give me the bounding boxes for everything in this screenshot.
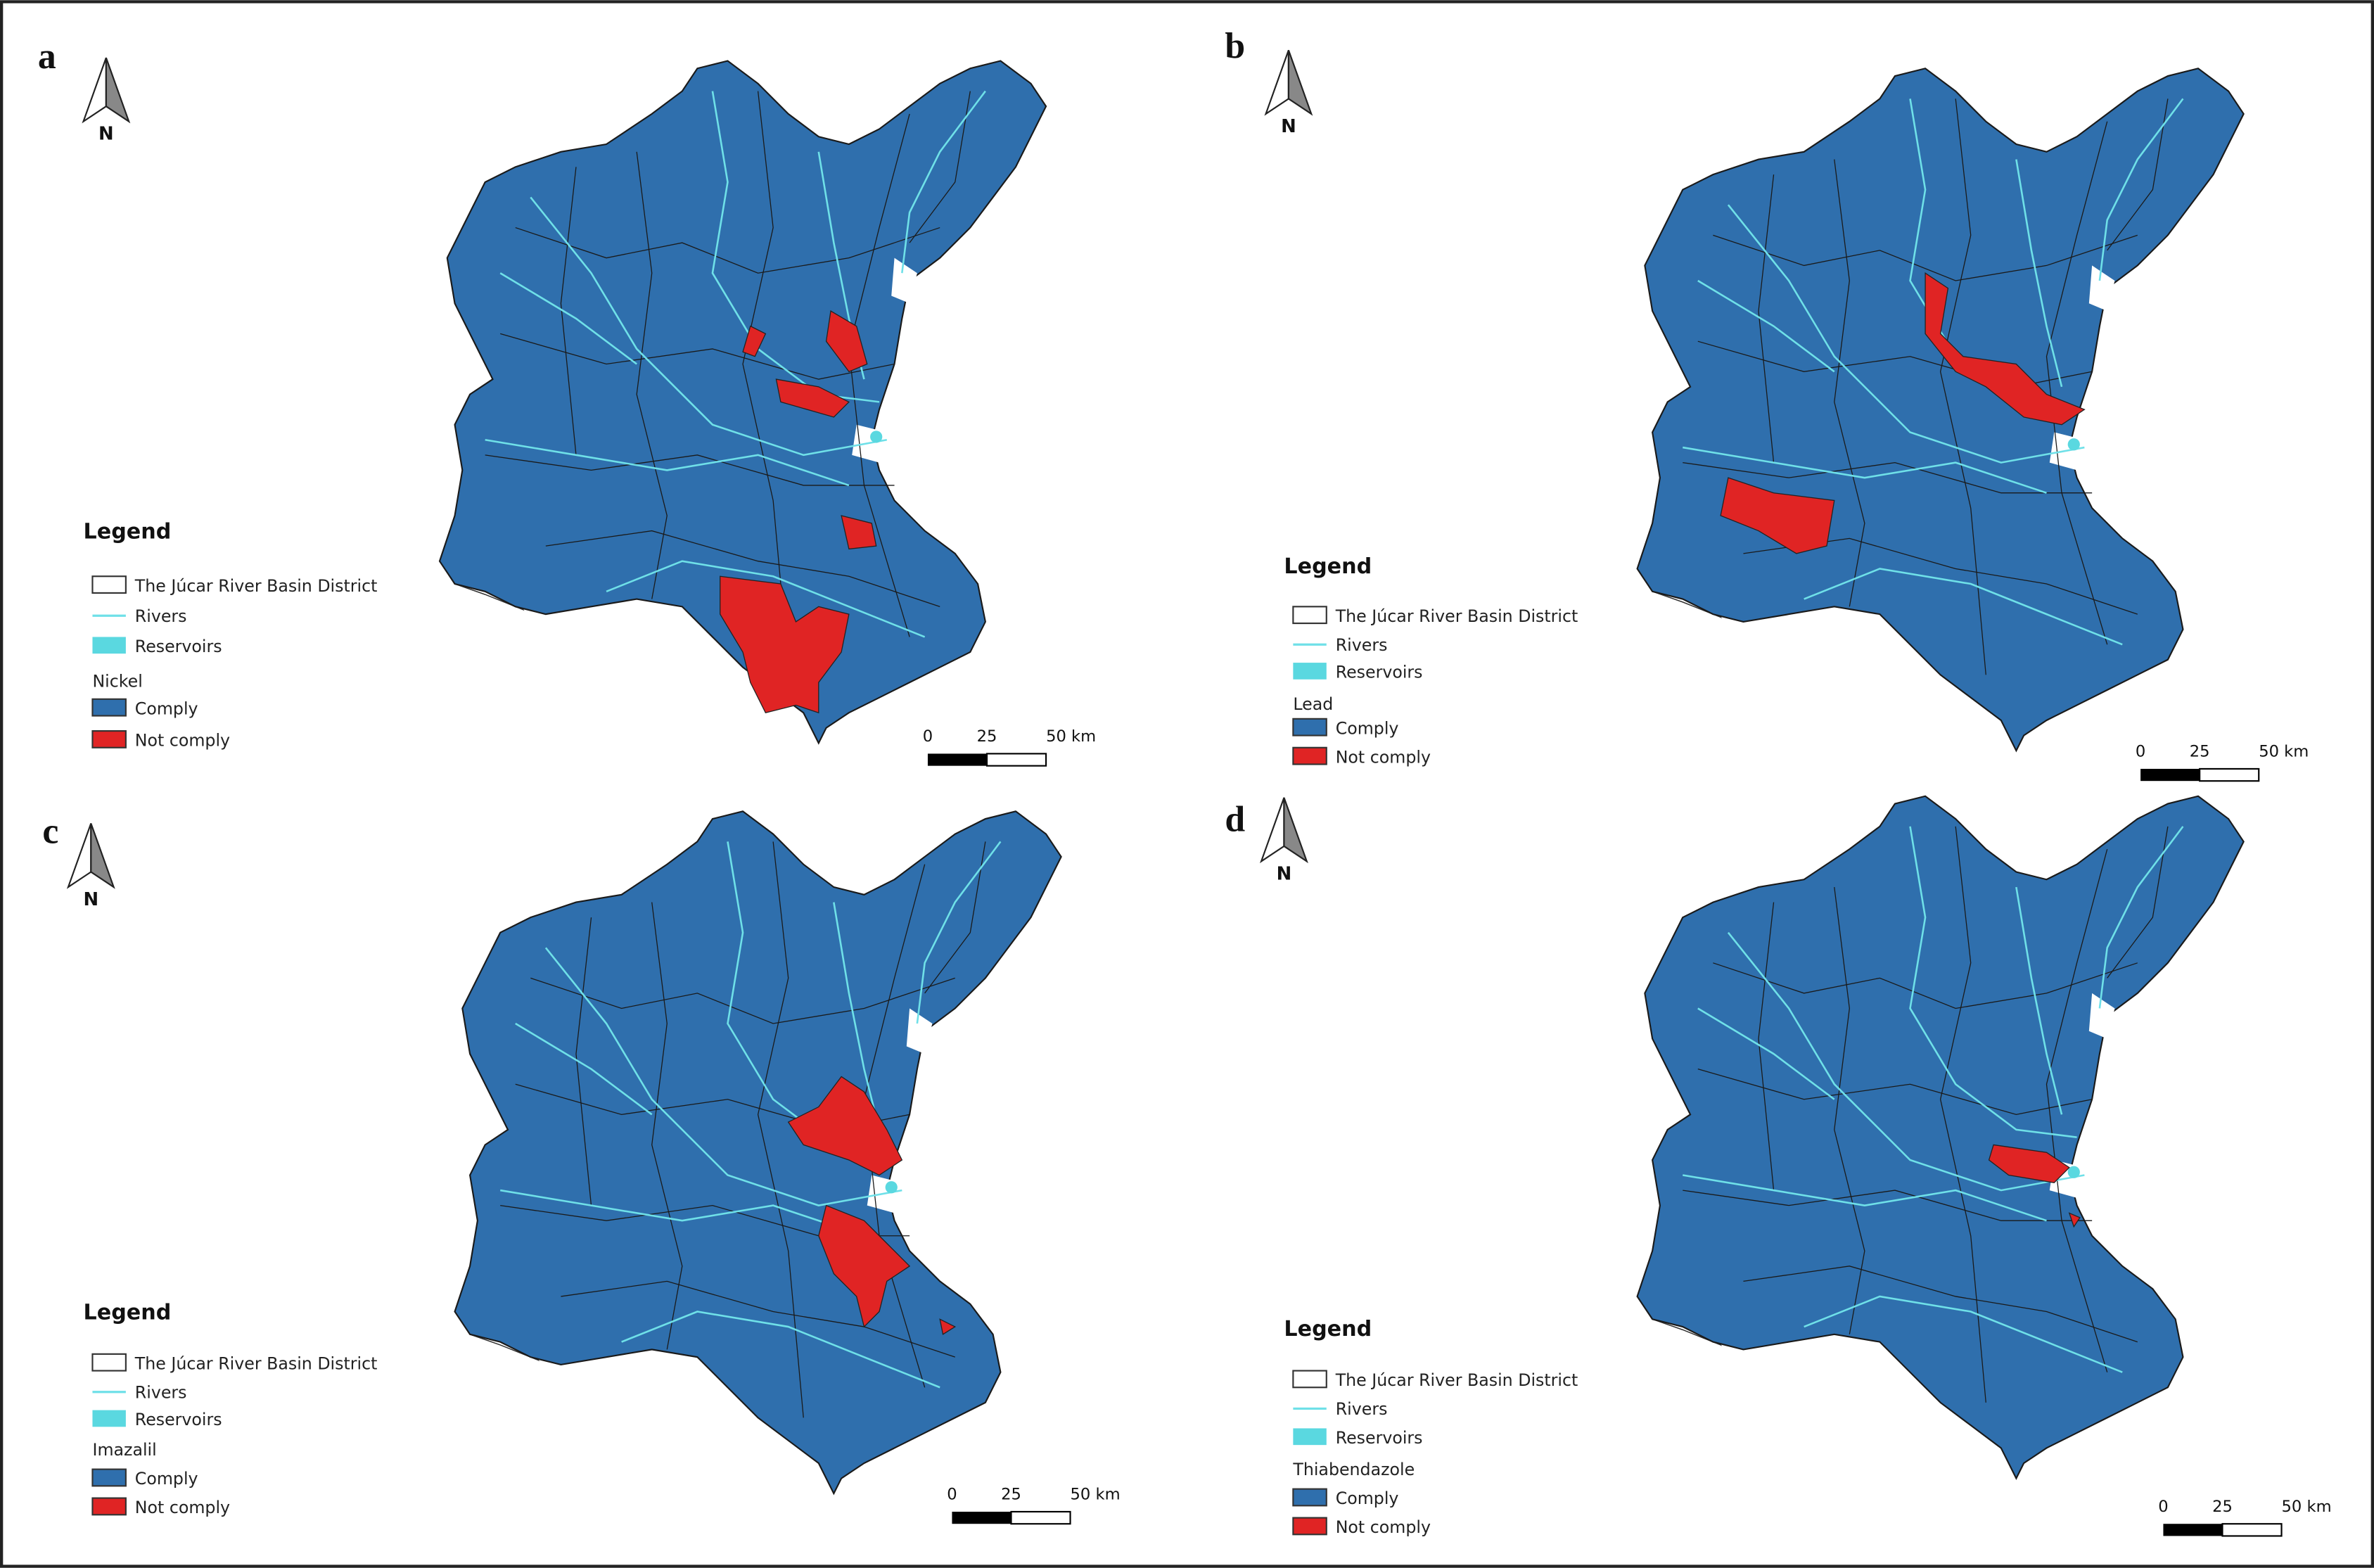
scale-bar bbox=[2199, 767, 2260, 782]
legend-label: Rivers bbox=[135, 606, 187, 626]
panel-label: d bbox=[1225, 799, 1245, 839]
legend-swatch bbox=[91, 1468, 127, 1487]
panel: a N Legend The Júcar River Basin District Ri… bbox=[38, 37, 1096, 767]
legend-title: Legend bbox=[1284, 1317, 1372, 1341]
scale-label: 25 bbox=[2190, 743, 2210, 761]
legend-label: Comply bbox=[1336, 1489, 1399, 1508]
scale-bar bbox=[1010, 1510, 1071, 1525]
legend-label: Reservoirs bbox=[1336, 663, 1423, 682]
north-arrow-shade bbox=[1287, 50, 1313, 116]
legend-label: Not comply bbox=[1336, 747, 1431, 767]
panel: d N Legend The Júcar River Basin District Ri… bbox=[1225, 797, 2332, 1537]
legend-label: Rivers bbox=[1336, 635, 1388, 655]
legend-label: Rivers bbox=[1336, 1399, 1388, 1419]
legend-swatch bbox=[92, 1410, 126, 1427]
legend-label: Not comply bbox=[1336, 1517, 1431, 1537]
scale-bar bbox=[985, 753, 1047, 767]
legend-swatch bbox=[91, 1497, 127, 1516]
north-arrow-shade bbox=[105, 57, 131, 124]
scale-bar bbox=[952, 1511, 1011, 1524]
legend-swatch bbox=[1292, 1370, 1327, 1389]
legend-swatch bbox=[1292, 1488, 1327, 1507]
scale-label: 25 bbox=[977, 727, 997, 746]
legend-label: Not comply bbox=[135, 1498, 230, 1517]
legend-swatch bbox=[1293, 1428, 1327, 1446]
legend-label: Not comply bbox=[135, 731, 230, 751]
legend-swatch bbox=[91, 698, 127, 717]
maps bbox=[440, 60, 2244, 1493]
panel-label: c bbox=[42, 812, 58, 852]
scale-label: 50 km bbox=[2259, 743, 2309, 761]
legend-swatch bbox=[91, 729, 127, 748]
legend-label: Rivers bbox=[135, 1382, 187, 1402]
scale-label: 50 km bbox=[1046, 727, 1096, 746]
legend-swatch bbox=[91, 575, 127, 594]
map-d bbox=[1638, 796, 2244, 1479]
legend-swatch bbox=[1292, 1517, 1327, 1536]
scale-bar bbox=[927, 753, 988, 766]
legend-label: The Júcar River Basin District bbox=[1335, 1370, 1578, 1390]
legend-title: Legend bbox=[1284, 554, 1372, 579]
legend-label: The Júcar River Basin District bbox=[1335, 606, 1578, 626]
legend-label: Reservoirs bbox=[135, 637, 222, 656]
legend-title: Legend bbox=[84, 1300, 172, 1325]
north-label: N bbox=[1277, 863, 1292, 884]
scale-label: 25 bbox=[2212, 1498, 2233, 1516]
north-arrow-shade bbox=[1283, 797, 1308, 864]
panel: c N Legend The Júcar River Basin District Ri… bbox=[42, 812, 1121, 1525]
scale-label: 0 bbox=[947, 1486, 957, 1504]
north-label: N bbox=[98, 124, 114, 145]
scale-label: 0 bbox=[2158, 1498, 2168, 1516]
scale-bar bbox=[2140, 768, 2200, 782]
scale-label: 50 km bbox=[1071, 1486, 1121, 1504]
scale-label: 0 bbox=[923, 727, 933, 746]
legend-label: Reservoirs bbox=[135, 1410, 222, 1429]
legend-parameter: Lead bbox=[1293, 694, 1333, 714]
legend-label: The Júcar River Basin District bbox=[134, 1353, 378, 1373]
scale-label: 50 km bbox=[2282, 1498, 2332, 1516]
legend-swatch bbox=[1292, 718, 1327, 737]
scale-bar bbox=[2163, 1524, 2223, 1536]
north-label: N bbox=[83, 889, 98, 910]
map-b bbox=[1638, 68, 2244, 751]
legend-swatch bbox=[1293, 663, 1327, 680]
legend-label: Comply bbox=[135, 1469, 198, 1489]
north-arrow-shade bbox=[90, 823, 115, 889]
legend-label: Reservoirs bbox=[1336, 1428, 1423, 1448]
legend-swatch bbox=[91, 1353, 127, 1372]
legend-label: The Júcar River Basin District bbox=[134, 576, 378, 596]
legend-swatch bbox=[92, 637, 126, 654]
panel-label: a bbox=[38, 37, 56, 77]
scale-label: 25 bbox=[1001, 1486, 1021, 1504]
legend-swatch bbox=[1292, 606, 1327, 625]
legend-title: Legend bbox=[84, 519, 172, 544]
legend-swatch bbox=[1292, 746, 1327, 765]
legend-label: Comply bbox=[135, 699, 198, 718]
map-c bbox=[455, 811, 1061, 1493]
legend-parameter: Nickel bbox=[92, 672, 142, 691]
north-label: N bbox=[1281, 116, 1296, 137]
panel: b N Legend The Júcar River Basin District Ri… bbox=[1225, 26, 2309, 782]
legend-parameter: Imazalil bbox=[92, 1440, 156, 1460]
scale-bar bbox=[2221, 1523, 2283, 1537]
scale-label: 0 bbox=[2136, 743, 2145, 761]
map-a bbox=[440, 60, 1046, 743]
panel-label: b bbox=[1225, 26, 1245, 66]
legend-label: Comply bbox=[1336, 718, 1399, 738]
legend-parameter: Thiabendazole bbox=[1292, 1460, 1415, 1479]
